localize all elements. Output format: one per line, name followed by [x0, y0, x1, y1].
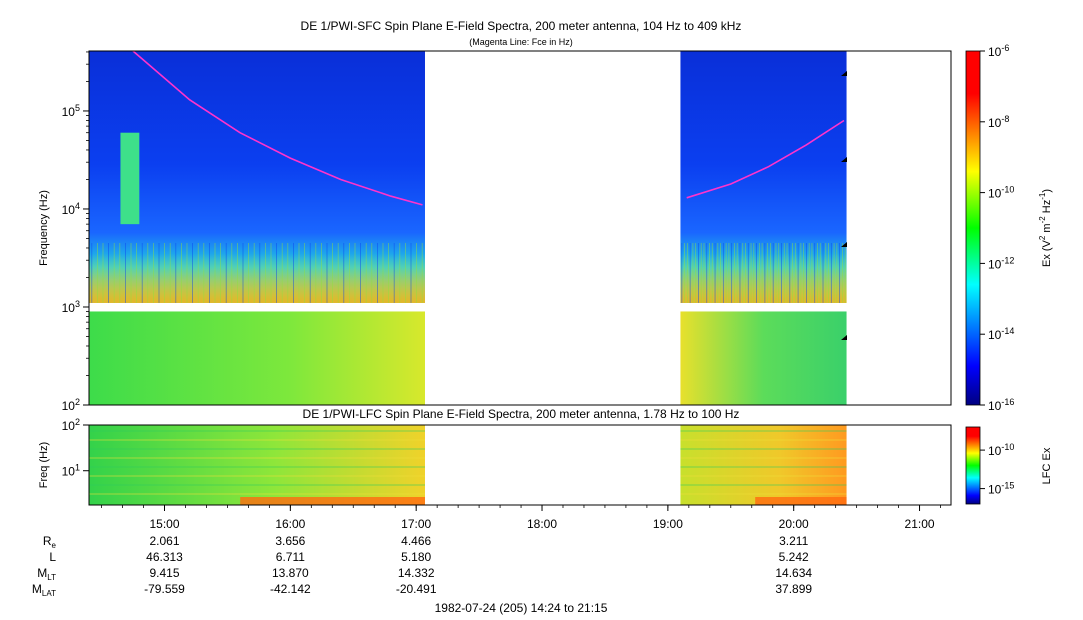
ephemeris-value: 5.242 [779, 550, 809, 564]
ephemeris-value: 3.656 [275, 534, 305, 548]
sfc-y-tick-label: 105 [62, 103, 80, 119]
lfc-y-tick-label: 101 [62, 463, 80, 479]
lfc-title: DE 1/PWI-LFC Spin Plane E-Field Spectra,… [303, 407, 740, 421]
time-axis: 15:00 16:00 17:00 18:00 19:00 20:00 21:00 [101, 505, 941, 531]
lfc-block [680, 425, 847, 505]
sfc-colorbar-tick-label: 10-14 [988, 326, 1014, 342]
sfc-subtitle: (Magenta Line: Fce in Hz) [469, 37, 573, 47]
sfc-colorbar-label: Ex (V2 m-2 Hz-1) [1038, 189, 1053, 267]
lfc-plot-frame [88, 424, 952, 506]
time-tick-label: 21:00 [905, 517, 935, 531]
lfc-panel: 102 101 [62, 417, 952, 506]
ephemeris-row-label: MLAT [32, 582, 56, 598]
time-tick-label: 17:00 [401, 517, 431, 531]
ephemeris-value: 37.899 [775, 582, 812, 596]
ephemeris-value: 13.870 [272, 566, 309, 580]
ephemeris-value: 2.061 [149, 534, 179, 548]
time-tick-label: 19:00 [653, 517, 683, 531]
time-tick-label: 15:00 [149, 517, 179, 531]
ephemeris-row-label: MLT [37, 566, 56, 582]
sfc-y-tick-label: 103 [62, 299, 80, 315]
ephemeris-value: 46.313 [146, 550, 183, 564]
lfc-hot-strip [755, 497, 847, 505]
lfc-colorbar-tick-label: 10-15 [988, 481, 1014, 497]
sfc-hot-band [680, 253, 847, 303]
ephemeris-value: 4.466 [401, 534, 431, 548]
lfc-colorbar-label: LFC Ex [1041, 447, 1053, 484]
time-tick-label: 20:00 [779, 517, 809, 531]
ephemeris-value: 9.415 [149, 566, 179, 580]
time-tick-label: 18:00 [527, 517, 557, 531]
sfc-colorbar-tick-label: 10-12 [988, 255, 1014, 271]
sfc-colorbar-scale [965, 50, 981, 406]
sfc-colorbar-tick-label: 10-8 [988, 114, 1009, 130]
lfc-hot-strip [240, 497, 425, 505]
fce-line [686, 119, 845, 199]
lfc-block [89, 425, 425, 505]
time-tick-label: 16:00 [275, 517, 305, 531]
ephemeris-value: 6.711 [276, 550, 305, 564]
ephemeris-value: 5.180 [401, 550, 431, 564]
ephemeris-value: -20.491 [396, 582, 437, 596]
sfc-title: DE 1/PWI-SFC Spin Plane E-Field Spectra,… [301, 19, 742, 33]
ephemeris-value: 14.634 [775, 566, 812, 580]
sfc-y-label: Frequency (Hz) [38, 190, 50, 266]
ephemeris-value: -42.142 [270, 582, 311, 596]
ephemeris-value: 14.332 [398, 566, 435, 580]
sfc-hot-band [89, 253, 425, 303]
lfc-y-tick-label: 102 [62, 417, 80, 433]
fce-marker [841, 157, 847, 162]
fce-marker [841, 71, 847, 76]
sfc-plot-frame [88, 50, 952, 406]
sfc-panel: 102 103 104 105 [62, 50, 952, 413]
footer-time-range: 1982-07-24 (205) 14:24 to 21:15 [435, 601, 608, 615]
sfc-colorbar-tick-label: 10-10 [988, 185, 1014, 201]
sfc-colorbar-tick-label: 10-16 [988, 397, 1014, 413]
sfc-colorbar: 10-6 10-8 10-10 10-12 10-14 10-16 Ex (V2 m-2 … [965, 43, 1053, 413]
sfc-colorbar-tick-label: 10-6 [988, 43, 1009, 59]
sfc-emission-column [120, 132, 140, 225]
sfc-y-tick-label: 102 [62, 397, 80, 413]
lfc-colorbar-tick-label: 10-10 [988, 442, 1014, 458]
fce-marker [841, 242, 847, 247]
ephemeris-value: 3.211 [779, 534, 808, 548]
lfc-colorbar-scale [965, 426, 981, 505]
ephemeris-row-label: L [49, 550, 56, 564]
ephemeris-row-label: Re [43, 534, 57, 550]
fce-marker [841, 335, 847, 340]
fce-line [132, 50, 423, 206]
sfc-y-tick-label: 104 [62, 201, 80, 217]
ephemeris-value: -79.559 [144, 582, 185, 596]
lfc-colorbar: 10-10 10-15 LFC Ex [965, 426, 1053, 505]
sfc-low-band-block [89, 311, 425, 405]
sfc-low-band-block [680, 311, 847, 405]
lfc-y-label: Freq (Hz) [38, 442, 50, 488]
